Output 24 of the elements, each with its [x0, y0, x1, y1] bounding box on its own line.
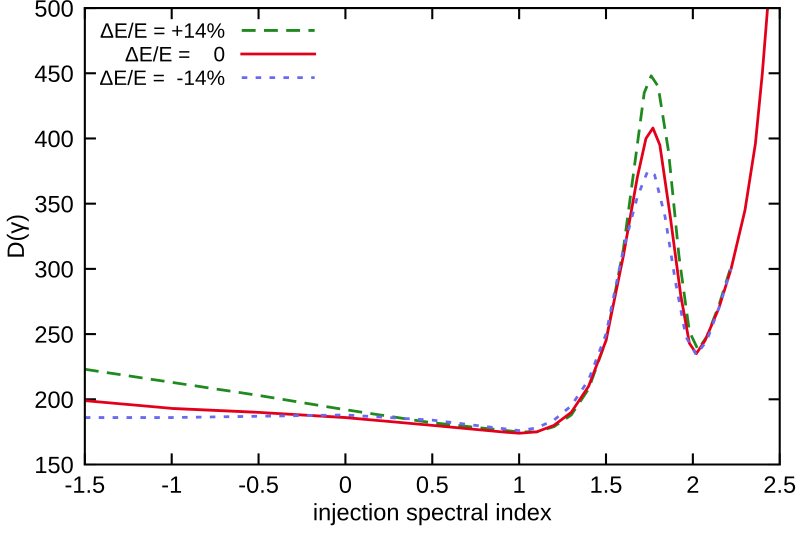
y-tick-label: 500 — [35, 0, 73, 17]
y-tick-label: 300 — [35, 260, 73, 278]
x-tick-label: 2 — [687, 476, 698, 493]
legend-label: ΔE/E = 0 — [126, 46, 224, 62]
legend-label: ΔE/E = -14% — [100, 70, 224, 86]
y-tick-label: 250 — [36, 326, 73, 343]
y-tick-label: 150 — [36, 456, 73, 474]
y-tick-label: 450 — [34, 65, 73, 82]
legend-label: ΔE/E = +14% — [100, 22, 224, 38]
y-tick-label: 200 — [36, 391, 73, 408]
x-tick-label: 1.5 — [591, 476, 622, 493]
x-tick-label: 0 — [340, 476, 352, 493]
x-tick-label: -0.5 — [239, 476, 278, 493]
line-series — [84, 170, 732, 432]
y-tick-label: 400 — [34, 130, 73, 148]
x-tick-label: -1 — [162, 476, 182, 493]
y-axis-title: D(γ) — [6, 215, 29, 257]
x-tick-label: 1 — [514, 476, 525, 493]
x-tick-label: 2.5 — [764, 476, 796, 493]
x-tick-label: -1.5 — [66, 476, 104, 493]
y-tick-label: 350 — [35, 196, 73, 212]
line-series — [84, 8, 769, 435]
x-tick-label: 0.5 — [416, 476, 448, 493]
x-axis-title: injection spectral index — [314, 503, 552, 526]
